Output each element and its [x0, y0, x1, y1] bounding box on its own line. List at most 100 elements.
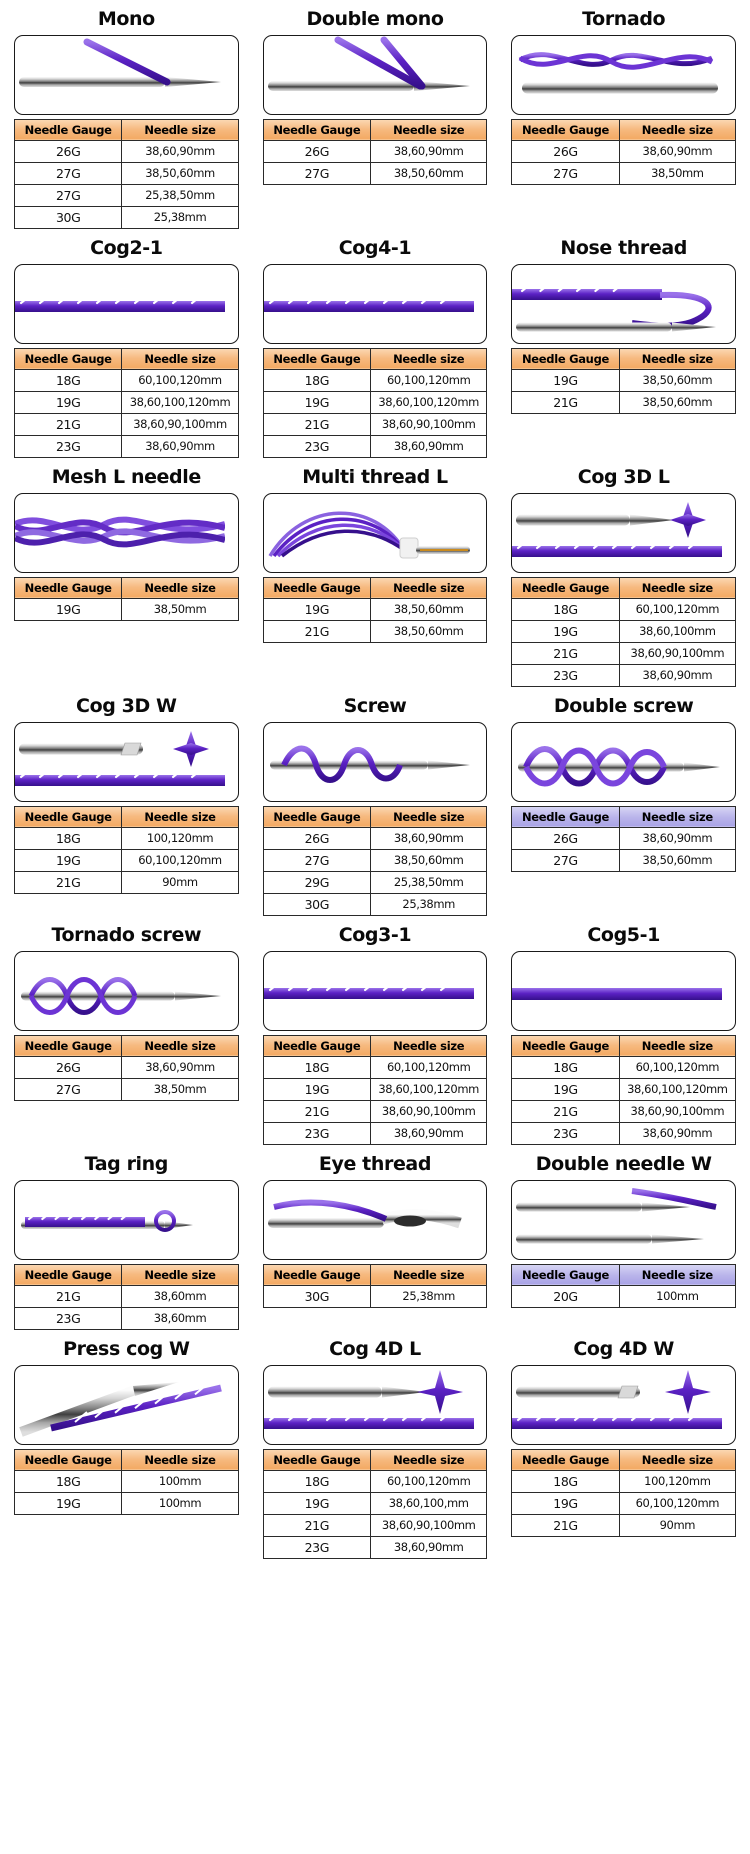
spec-table: Needle Gauge Needle size 20G 100mm	[511, 1263, 737, 1308]
product-panel: Cog5-1 Needle Gauge Needle size 18G 60,100,…	[505, 922, 742, 1145]
cell-size: 38,60,100mm	[618, 619, 737, 643]
cell-gauge: 19G	[511, 1491, 620, 1515]
panel-title: Cog4-1	[338, 236, 412, 259]
spec-table: Needle Gauge Needle size 26G 38,60,90mm 27G 3…	[262, 118, 488, 185]
cell-gauge: 27G	[13, 1077, 123, 1101]
column-header-gauge: Needle Gauge	[262, 805, 372, 828]
panel-title: Cog3-1	[338, 923, 412, 946]
panel-title: Mesh L needle	[51, 465, 201, 488]
spec-table: Needle Gauge Needle size 18G 100,120mm 19G 60…	[13, 805, 239, 894]
cell-gauge: 19G	[13, 1491, 123, 1515]
table-header-row: Needle Gauge Needle size	[262, 1448, 488, 1471]
product-panel: Tornado Needle Gauge Needle size 26G 38,60,…	[505, 6, 742, 229]
cell-size: 38,50,60mm	[618, 390, 737, 414]
table-row: 21G 90mm	[511, 1513, 737, 1537]
table-header-row: Needle Gauge Needle size	[511, 805, 737, 828]
panel-title: Cog 3D W	[76, 694, 177, 717]
cell-gauge: 18G	[13, 826, 123, 850]
cell-size: 60,100,120mm	[121, 848, 239, 872]
column-header-size: Needle size	[370, 576, 488, 599]
column-header-size: Needle size	[370, 1034, 488, 1057]
column-header-size: Needle size	[121, 1448, 239, 1471]
cell-size: 60,100,120mm	[618, 597, 737, 621]
cell-gauge: 18G	[13, 1469, 123, 1493]
column-header-size: Needle size	[121, 347, 239, 370]
table-row: 30G 25,38mm	[13, 205, 239, 229]
cell-gauge: 19G	[13, 848, 123, 872]
cell-gauge: 23G	[13, 1306, 123, 1330]
column-header-gauge: Needle Gauge	[13, 805, 123, 828]
product-panel: Cog 3D W Needle Gauge Needle size 18G 100,1…	[8, 693, 245, 916]
column-header-gauge: Needle Gauge	[13, 1448, 123, 1471]
cell-gauge: 21G	[511, 1513, 620, 1537]
table-row: 18G 60,100,120mm	[511, 1055, 737, 1079]
column-header-size: Needle size	[370, 347, 488, 370]
table-header-row: Needle Gauge Needle size	[13, 576, 239, 599]
cell-gauge: 27G	[511, 848, 620, 872]
column-header-gauge: Needle Gauge	[511, 1263, 620, 1286]
table-row: 18G 60,100,120mm	[511, 597, 737, 621]
cell-gauge: 21G	[262, 412, 372, 436]
table-header-row: Needle Gauge Needle size	[262, 1034, 488, 1057]
table-header-row: Needle Gauge Needle size	[511, 1034, 737, 1057]
table-row: 26G 38,60,90mm	[13, 1055, 239, 1079]
cell-gauge: 27G	[13, 161, 123, 185]
cell-gauge: 30G	[262, 1284, 372, 1308]
column-header-gauge: Needle Gauge	[511, 805, 620, 828]
spec-table: Needle Gauge Needle size 26G 38,60,90mm 27G 3…	[13, 118, 239, 229]
product-image	[262, 950, 488, 1031]
panel-title: Double screw	[553, 694, 694, 717]
table-header-row: Needle Gauge Needle size	[511, 1263, 737, 1286]
spec-table: Needle Gauge Needle size 19G 38,50mm	[13, 576, 239, 621]
table-row: 21G 38,50,60mm	[511, 390, 737, 414]
panel-grid: Mono Needle Gauge Needle size 26G 38,60,90m…	[8, 6, 742, 1559]
cell-gauge: 23G	[13, 434, 123, 458]
table-row: 18G 100mm	[13, 1469, 239, 1493]
cell-size: 38,60,90,100mm	[618, 1099, 737, 1123]
column-header-size: Needle size	[618, 1034, 737, 1057]
product-panel: Cog4-1 Needle Gauge Needle size 18G 60,100,…	[257, 235, 494, 458]
table-row: 26G 38,60,90mm	[262, 826, 488, 850]
cell-size: 100mm	[121, 1491, 239, 1515]
table-row: 19G 38,60,100,120mm	[262, 1077, 488, 1101]
cell-size: 38,60,90mm	[618, 663, 737, 687]
panel-title: Tornado	[582, 8, 666, 30]
cell-gauge: 23G	[262, 1535, 372, 1559]
table-row: 21G 38,60,90,100mm	[511, 641, 737, 665]
table-row: 26G 38,60,90mm	[511, 139, 737, 163]
cell-gauge: 23G	[511, 663, 620, 687]
cell-gauge: 18G	[13, 368, 123, 392]
table-row: 18G 100,120mm	[511, 1469, 737, 1493]
cell-size: 38,60,100,120mm	[121, 390, 239, 414]
cell-gauge: 29G	[262, 870, 372, 894]
cell-size: 60,100,120mm	[121, 368, 239, 392]
cell-size: 38,50mm	[121, 1077, 239, 1101]
product-image	[14, 1179, 239, 1260]
product-panel: Double screw Needle Gauge Needle size 26G 3…	[505, 693, 742, 916]
cell-size: 38,50,60mm	[370, 619, 488, 643]
table-row: 27G 38,50,60mm	[13, 161, 239, 185]
spec-table: Needle Gauge Needle size 30G 25,38mm	[262, 1263, 488, 1308]
column-header-size: Needle size	[618, 805, 737, 828]
cell-size: 90mm	[121, 870, 239, 894]
cell-size: 38,60,90mm	[370, 1121, 488, 1145]
cell-gauge: 21G	[511, 390, 620, 414]
table-row: 19G 38,50,60mm	[511, 368, 737, 392]
panel-title: Multi thread L	[302, 465, 448, 488]
cell-size: 100mm	[618, 1284, 737, 1308]
table-row: 18G 60,100,120mm	[262, 1055, 488, 1079]
column-header-gauge: Needle Gauge	[13, 118, 123, 141]
table-row: 21G 38,50,60mm	[262, 619, 488, 643]
column-header-size: Needle size	[370, 118, 488, 141]
table-row: 19G 60,100,120mm	[13, 848, 239, 872]
cell-gauge: 18G	[262, 1055, 372, 1079]
cell-gauge: 30G	[262, 892, 372, 916]
spec-table: Needle Gauge Needle size 19G 38,50,60mm 21G 3…	[511, 347, 737, 414]
cell-size: 38,60,100,120mm	[618, 1077, 737, 1101]
cell-gauge: 26G	[262, 826, 372, 850]
cell-size: 100,120mm	[618, 1469, 737, 1493]
cell-gauge: 19G	[262, 1491, 372, 1515]
product-panel: Mesh L needle Needle Gauge Needle size 19G…	[8, 464, 245, 687]
column-header-gauge: Needle Gauge	[262, 1448, 372, 1471]
